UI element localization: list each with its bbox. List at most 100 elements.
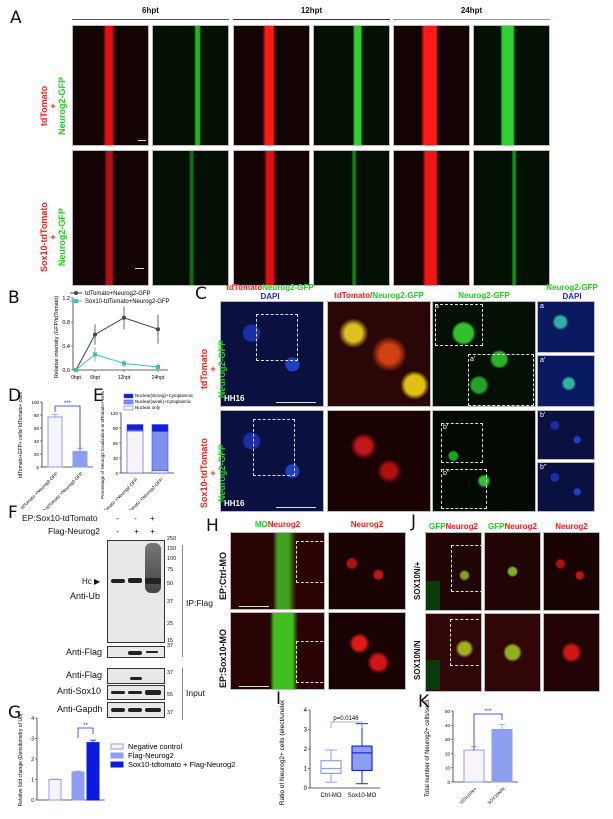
band — [146, 651, 158, 653]
micrograph-red-24hpt-sox10 — [393, 150, 470, 286]
label-neurog2-gfp: Neurog2-GFP — [546, 283, 598, 292]
micrograph-j-het-zoom — [484, 532, 541, 611]
hc-label: Hc ▶ — [82, 577, 100, 586]
micrograph-c-merge-bottom — [327, 410, 431, 512]
label-gfp: GFP — [488, 522, 505, 531]
stacked-bar-segment — [151, 470, 169, 474]
y-tick-label: 20 — [34, 452, 40, 457]
marker: 50 — [167, 581, 174, 587]
data-point — [156, 365, 160, 369]
data-point — [122, 315, 126, 320]
micrograph-h-ctrl-neurog2 — [328, 532, 406, 610]
legend-label: Nuclear(weak)+Cytoplasmic — [135, 399, 192, 404]
y-tick-label: 1.2 — [62, 296, 70, 302]
inset-label: a' — [540, 357, 546, 364]
band — [128, 691, 142, 694]
panel-label-b: B — [8, 288, 20, 308]
legend-swatch — [123, 405, 134, 411]
y-tick-label: 80 — [34, 413, 40, 418]
micrograph-h-sox10-neurog2 — [328, 612, 406, 690]
inset-label: b'' — [540, 464, 547, 471]
legend-swatch — [123, 393, 134, 399]
panel-label-k: K — [418, 692, 430, 712]
header-c2: tdTomato/Neurog2-GFP — [327, 291, 431, 300]
y-tick-label: 4 — [31, 716, 34, 722]
y-tick-label: 10 — [445, 766, 451, 771]
y-tick-label: 0.8 — [62, 320, 70, 326]
data-point — [93, 352, 97, 357]
legend-label: Negative control — [128, 742, 183, 751]
row-label-sox10-mo: EP:Sox10-MO — [218, 628, 228, 688]
micrograph-c-merge-top — [327, 301, 431, 407]
legend-marker — [74, 291, 78, 295]
x-tick-label: 24hpt — [152, 375, 165, 381]
bracket-input — [182, 668, 183, 720]
panel-label-c: C — [195, 284, 207, 304]
micrograph-green-6hpt-sox10 — [152, 150, 229, 286]
y-tick-label: 50 — [445, 709, 451, 714]
sign: - — [116, 526, 119, 536]
time-12hpt: 12hpt — [300, 6, 323, 15]
micrograph-c-overview-bottom: HH16 — [220, 410, 324, 512]
label-neurog2-gfp: Neurog2-GFP — [217, 339, 227, 398]
hc-text: Hc — [82, 577, 92, 586]
band — [130, 677, 142, 680]
bar — [72, 450, 88, 468]
scale-bar — [135, 268, 144, 269]
sign: - — [116, 513, 119, 523]
micrograph-j-homo-zoom — [484, 613, 541, 692]
y-tick-label: 0 — [36, 465, 39, 470]
x-tick-label: Sox10-MO — [348, 793, 377, 799]
band — [145, 578, 161, 584]
micrograph-c-inset-b-double-prime: b'' — [537, 462, 595, 512]
scale-bar — [239, 686, 269, 687]
x-tick-label: 6hpt — [90, 375, 100, 381]
anti-flag-input-label: Anti-Flag — [66, 670, 103, 680]
label-neurog2-gfp: Neurog2-GFP — [57, 208, 67, 267]
inset-label: a — [540, 303, 544, 310]
y-tick-label: 3 — [31, 736, 34, 742]
micrograph-green-6hpt — [152, 25, 229, 146]
significance-label: *** — [64, 401, 72, 407]
chart-d-colocalization: 0 20 40 60 80 100 tdTomato+GFP+ cells/ tdTomat… — [18, 392, 93, 510]
inset-box — [468, 354, 534, 406]
chart-i-ratio-boxplot: 0 1 2 3 4 Ratio of Neurog2+ cells (elect/unel… — [279, 700, 380, 805]
bar — [463, 749, 485, 783]
blot-anti-flag-input — [107, 668, 165, 684]
ep-sox10-label: EP:Sox10-tdTomato — [22, 513, 98, 523]
label-neurog2-gfp: Neurog2-GFP — [372, 291, 424, 300]
stacked-bar-segment — [151, 424, 169, 432]
p-value-label: p=0.0146 — [333, 716, 359, 722]
micrograph-green-12hpt-sox10 — [313, 150, 390, 286]
band — [128, 651, 142, 655]
micrograph-c-inset-a-prime: a' — [537, 355, 595, 407]
legend-label: tdTomato+Neurog2-GFP — [85, 291, 151, 297]
row-label-ctrl-mo: EP:Ctrl-MO — [218, 552, 228, 600]
band-smear — [145, 543, 161, 593]
y-tick-label: 0.4 — [62, 344, 70, 350]
anti-gapdh-label: Anti-Gapdh — [57, 704, 103, 714]
embryo-inset — [426, 660, 440, 690]
chart-g-fold-change: 0 1 2 3 4 Relative fold change (Densitometry … — [18, 713, 235, 806]
y-tick-label: 1 — [31, 777, 34, 783]
sign: + — [150, 526, 155, 536]
series-line — [75, 317, 159, 371]
band — [111, 579, 125, 583]
marker: 37 — [167, 710, 174, 716]
bar — [491, 728, 513, 783]
stacked-bar-segment — [126, 430, 144, 474]
bracket-ip — [182, 545, 183, 657]
anti-flag-ip-label: Anti-Flag — [66, 647, 103, 657]
band — [111, 691, 125, 694]
y-axis-label: Relative fold change (Densitometry of Ub… — [18, 713, 24, 806]
divider — [72, 19, 229, 20]
scale-bar — [276, 507, 316, 508]
micrograph-j-homo-neurog2 — [543, 613, 600, 692]
header-c1: tdTomatoNeurog2-GFP DAPI — [215, 283, 325, 301]
panel-label-j: J — [411, 512, 417, 532]
y-tick-label: 1 — [304, 766, 308, 772]
stacked-bar-segment — [126, 424, 144, 431]
legend-swatch — [110, 743, 124, 750]
header-c3: Neurog2-GFP — [458, 291, 510, 300]
inset-label: b' — [540, 412, 546, 419]
